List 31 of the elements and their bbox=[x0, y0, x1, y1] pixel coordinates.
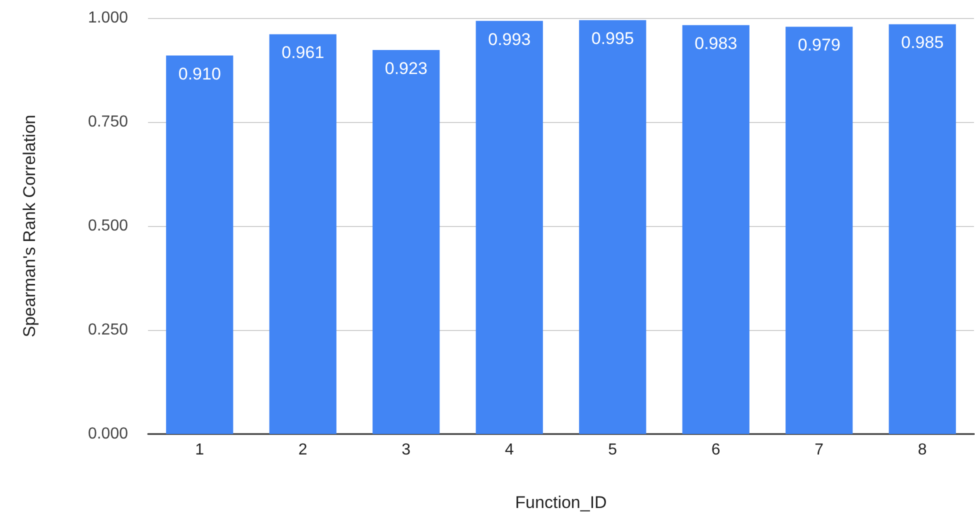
x-tick-label: 2 bbox=[298, 442, 308, 458]
bar bbox=[476, 20, 543, 434]
y-tick-label: 0.250 bbox=[88, 322, 128, 338]
bar bbox=[166, 55, 234, 434]
data-label: 0.995 bbox=[591, 29, 634, 48]
y-axis-title: Spearman's Rank Correlation bbox=[20, 114, 39, 338]
y-tick-label: 0.500 bbox=[88, 218, 128, 234]
x-tick-label: 1 bbox=[195, 442, 204, 458]
bar bbox=[372, 50, 440, 434]
y-tick-label: 0.750 bbox=[88, 114, 128, 130]
bar bbox=[786, 26, 853, 434]
data-label: 0.923 bbox=[384, 59, 428, 78]
data-label: 0.993 bbox=[488, 30, 531, 49]
data-label: 0.910 bbox=[178, 64, 221, 84]
x-axis-title: Function_ID bbox=[515, 493, 607, 512]
data-label: 0.985 bbox=[901, 33, 944, 52]
bar bbox=[579, 20, 646, 434]
bar bbox=[682, 25, 750, 434]
data-label: 0.983 bbox=[694, 34, 738, 54]
x-tick-label: 5 bbox=[608, 442, 618, 458]
y-tick-label: 1.000 bbox=[88, 10, 128, 26]
bar bbox=[888, 24, 956, 434]
y-tick-label: 0.000 bbox=[88, 426, 128, 442]
x-tick-label: 4 bbox=[504, 442, 514, 458]
data-label: 0.979 bbox=[798, 36, 840, 55]
x-tick-label: 7 bbox=[814, 442, 824, 458]
x-tick-label: 8 bbox=[918, 442, 927, 458]
x-tick-label: 6 bbox=[711, 442, 720, 458]
bar bbox=[269, 34, 336, 434]
data-label: 0.961 bbox=[282, 43, 324, 62]
x-tick-label: 3 bbox=[402, 442, 411, 458]
